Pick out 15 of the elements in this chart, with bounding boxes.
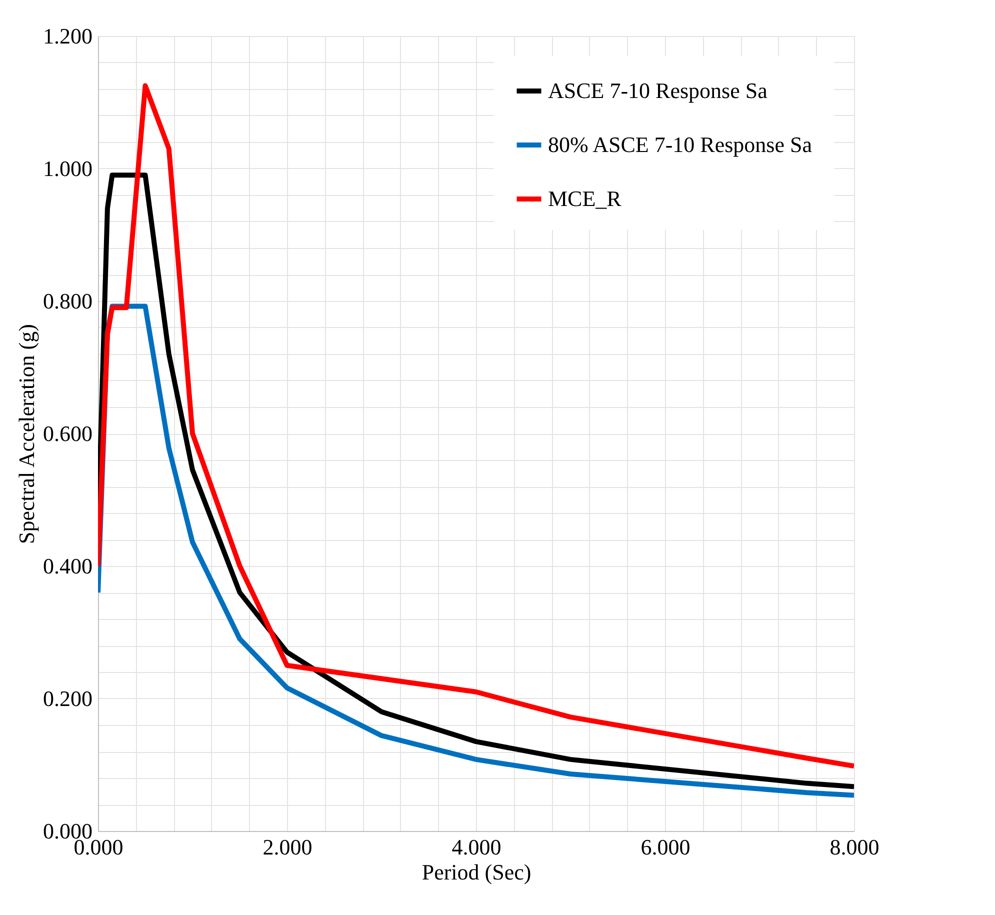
y-tick-label: 1.000 <box>43 156 92 181</box>
legend-label: ASCE 7-10 Response Sa <box>548 78 768 103</box>
x-tick-label: 8.000 <box>830 834 880 860</box>
y-tick-label: 0.600 <box>43 421 92 446</box>
x-tick-label: 4.000 <box>452 834 502 860</box>
y-axis-title: Spectral Acceleration (g) <box>14 324 39 544</box>
y-tick-label: 1.200 <box>43 24 92 48</box>
y-tick-label: 0.200 <box>43 686 92 711</box>
y-tick-label: 0.800 <box>43 288 92 314</box>
legend-label: 80% ASCE 7-10 Response Sa <box>548 132 812 157</box>
x-tick-label: 2.000 <box>262 834 312 860</box>
y-tick-label: 0.400 <box>43 554 92 578</box>
legend-label: MCE_R <box>548 186 622 211</box>
x-tick-label: 6.000 <box>640 834 690 860</box>
x-axis-title: Period (Sec) <box>422 860 532 884</box>
